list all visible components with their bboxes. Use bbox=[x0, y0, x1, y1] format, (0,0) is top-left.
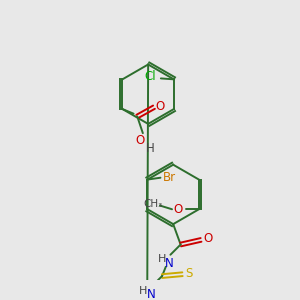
Text: Cl: Cl bbox=[144, 70, 155, 83]
Text: O: O bbox=[135, 134, 145, 147]
Text: O: O bbox=[173, 203, 182, 216]
Text: Br: Br bbox=[163, 171, 176, 184]
Text: N: N bbox=[147, 288, 155, 300]
Text: O: O bbox=[156, 100, 165, 113]
Text: H: H bbox=[146, 142, 154, 154]
Text: S: S bbox=[185, 267, 193, 280]
Text: H: H bbox=[139, 286, 148, 296]
Text: H: H bbox=[158, 254, 166, 264]
Text: N: N bbox=[165, 256, 174, 270]
Text: O: O bbox=[203, 232, 212, 245]
Text: CH₃: CH₃ bbox=[143, 199, 162, 209]
